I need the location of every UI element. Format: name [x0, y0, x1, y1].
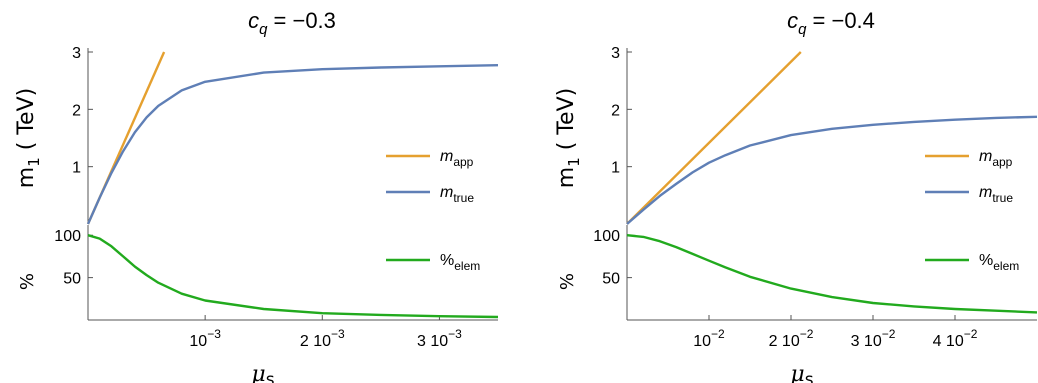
bottom-y-axis-label: %: [557, 273, 578, 290]
x-tick-label: 3 10−3: [417, 327, 462, 350]
legend-label: mapp: [979, 148, 1013, 169]
legend-label: %elem: [979, 252, 1019, 273]
bottom-y-axis-label: %: [17, 273, 38, 290]
chart-panel-1: cq = −0.3 1 2 3 50 100 10−3 2 10−3 3 10−3 m1 ( Te…: [14, 8, 499, 383]
legend-item-percent-elem: %elem: [386, 252, 480, 273]
top-y-tick-label: 2: [72, 102, 81, 119]
x-tick-label: 3 10−2: [851, 327, 896, 350]
top-y-tick-label: 1: [611, 160, 620, 177]
chart-title: cq = −0.4: [787, 8, 875, 38]
legend-item-m-true: mtrue: [925, 184, 1013, 205]
legend-item-percent-elem: %elem: [925, 252, 1019, 273]
bottom-y-tick-label: 100: [54, 228, 81, 245]
chart-panel-2: cq = −0.4 1 2 3 50 100 10−2 2 10−2 3 10−2 4 10−2 m…: [554, 8, 1038, 383]
x-axis-label: μs: [790, 362, 813, 383]
bottom-y-tick-label: 50: [602, 271, 620, 288]
legend-item-m-app: mapp: [925, 148, 1013, 169]
x-tick-label: 10−2: [693, 327, 725, 350]
legend-item-m-app: mapp: [386, 148, 474, 169]
x-tick-label: 2 10−2: [769, 327, 814, 350]
legend-label: mapp: [440, 148, 474, 169]
top-y-tick-label: 3: [72, 45, 81, 62]
series-line-m-app: [626, 51, 802, 225]
x-tick-label: 4 10−2: [933, 327, 978, 350]
legend-label: %elem: [440, 252, 480, 273]
top-y-tick-label: 1: [72, 160, 81, 177]
series-line-percent-elem: [87, 234, 499, 319]
bottom-y-tick-label: 50: [63, 271, 81, 288]
bottom-y-tick-label: 100: [593, 228, 620, 245]
x-tick-label: 10−3: [189, 327, 221, 350]
top-y-axis-label: m1 ( TeV): [554, 88, 583, 188]
series-line-m-true: [626, 115, 1038, 225]
x-axis-label: μs: [251, 362, 274, 383]
x-tick-label: 2 10−3: [300, 327, 345, 350]
top-y-tick-label: 2: [611, 102, 620, 119]
top-y-axis-label: m1 ( TeV): [14, 88, 43, 188]
legend-item-m-true: mtrue: [386, 184, 474, 205]
chart-title: cq = −0.3: [248, 8, 336, 38]
legend-label: mtrue: [979, 184, 1013, 205]
series-line-percent-elem: [626, 234, 1038, 314]
top-y-tick-label: 3: [611, 45, 620, 62]
legend-label: mtrue: [440, 184, 474, 205]
series-line-m-true: [86, 64, 499, 225]
